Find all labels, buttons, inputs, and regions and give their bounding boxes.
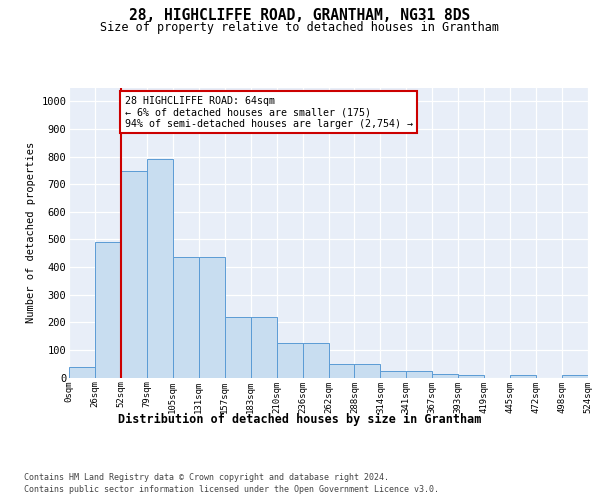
Bar xyxy=(302,343,329,378)
Bar xyxy=(277,343,302,378)
Text: Size of property relative to detached houses in Grantham: Size of property relative to detached ho… xyxy=(101,22,499,35)
Y-axis label: Number of detached properties: Number of detached properties xyxy=(26,142,35,323)
Text: Contains HM Land Registry data © Crown copyright and database right 2024.: Contains HM Land Registry data © Crown c… xyxy=(24,472,389,482)
Bar xyxy=(380,370,406,378)
Text: Distribution of detached houses by size in Grantham: Distribution of detached houses by size … xyxy=(118,412,482,426)
Bar xyxy=(173,258,199,378)
Bar xyxy=(355,364,380,378)
Bar xyxy=(69,367,95,378)
Bar xyxy=(562,376,588,378)
Bar xyxy=(251,316,277,378)
Bar xyxy=(329,364,355,378)
Bar xyxy=(121,171,147,378)
Bar xyxy=(406,370,432,378)
Text: Contains public sector information licensed under the Open Government Licence v3: Contains public sector information licen… xyxy=(24,485,439,494)
Bar xyxy=(147,160,173,378)
Bar xyxy=(458,376,484,378)
Bar xyxy=(510,376,536,378)
Text: 28 HIGHCLIFFE ROAD: 64sqm
← 6% of detached houses are smaller (175)
94% of semi-: 28 HIGHCLIFFE ROAD: 64sqm ← 6% of detach… xyxy=(125,96,413,129)
Bar xyxy=(199,258,224,378)
Bar xyxy=(95,242,121,378)
Bar xyxy=(225,316,251,378)
Text: 28, HIGHCLIFFE ROAD, GRANTHAM, NG31 8DS: 28, HIGHCLIFFE ROAD, GRANTHAM, NG31 8DS xyxy=(130,8,470,22)
Bar xyxy=(433,374,458,378)
